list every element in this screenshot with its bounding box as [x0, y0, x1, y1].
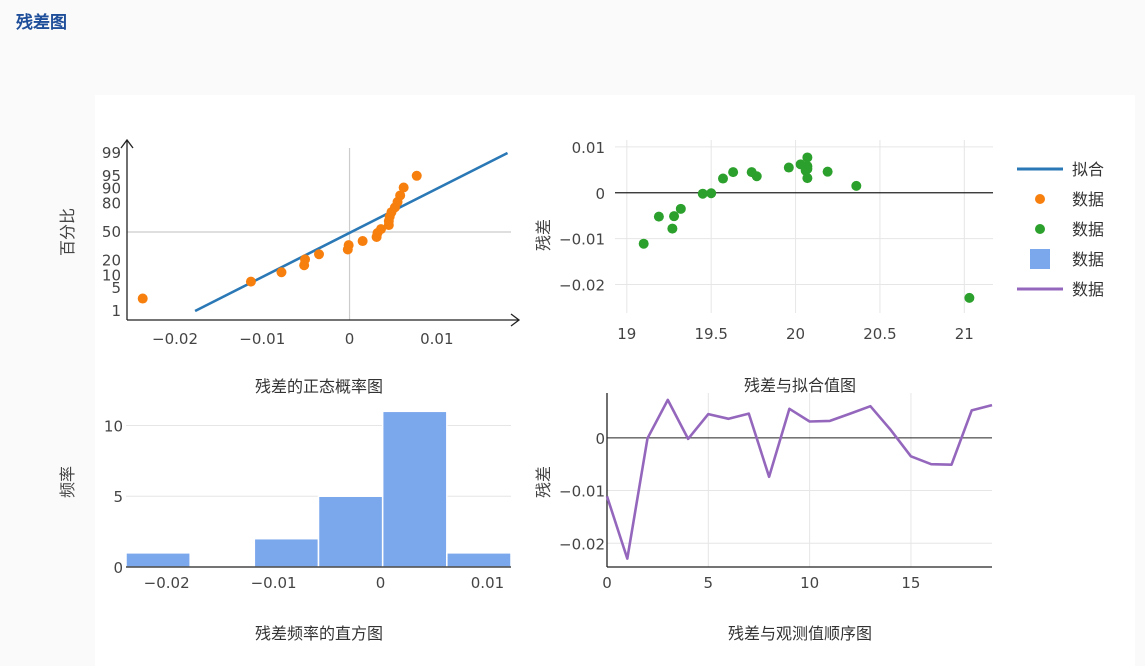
x-tick-label: 0 [345, 330, 355, 348]
y-tick-label: −0.01 [559, 483, 605, 501]
y-tick-label: 80 [102, 194, 121, 212]
data-point [822, 166, 833, 177]
y-tick-label: 0 [113, 559, 123, 577]
x-tick-label: −0.01 [251, 574, 297, 592]
x-tick-label: 19 [617, 325, 636, 343]
y-axis-arrow [120, 138, 134, 149]
y-axis-title: 频率 [58, 466, 77, 498]
data-point [697, 188, 708, 199]
data-point [343, 240, 354, 251]
data-point [245, 276, 256, 287]
histogram-bar [317, 495, 384, 568]
chart-panel-background [95, 95, 1135, 666]
x-tick-label: 5 [704, 574, 714, 592]
legend-label: 数据 [1072, 250, 1104, 269]
x-tick-label: 10 [800, 574, 819, 592]
y-tick-label: 10 [102, 267, 121, 285]
x-tick-label: 19.5 [694, 325, 727, 343]
data-point [718, 173, 728, 184]
data-point [802, 161, 813, 172]
data-point [802, 152, 813, 163]
data-point [357, 236, 368, 247]
y-tick-label: −0.02 [559, 535, 605, 553]
page-title: 残差图 [16, 13, 67, 33]
x-tick-label: 20 [786, 325, 805, 343]
data-point [706, 188, 717, 199]
chart-title: 残差的正态概率图 [255, 377, 383, 396]
legend-square-swatch [1030, 249, 1050, 269]
y-axis-title: 百分比 [58, 208, 77, 256]
x-tick-label: 0.01 [471, 574, 504, 592]
y-tick-label: 5 [113, 488, 123, 506]
x-axis-arrow [510, 313, 521, 327]
data-point [783, 162, 794, 173]
y-tick-label: 99 [102, 144, 121, 162]
data-point [667, 223, 678, 234]
y-tick-label: 10 [104, 417, 123, 435]
chart-title: 残差与拟合值图 [744, 376, 856, 395]
y-tick-label: 0.01 [572, 139, 605, 157]
data-point [653, 211, 664, 222]
histogram-bar [125, 552, 191, 568]
y-tick-label: 1 [111, 302, 121, 320]
histogram-bar [253, 537, 320, 568]
y-tick-label: 95 [102, 167, 121, 185]
data-point [137, 293, 148, 304]
legend-label: 数据 [1072, 190, 1104, 209]
y-tick-label: −0.01 [559, 231, 605, 249]
y-tick-label: −0.02 [559, 277, 605, 295]
data-point [669, 211, 680, 222]
legend-dot-swatch [1035, 224, 1045, 234]
data-point [411, 170, 422, 181]
y-tick-label: 0 [595, 430, 605, 448]
data-point [802, 173, 813, 184]
data-point [751, 171, 762, 182]
histogram-bar [446, 552, 512, 568]
x-tick-label: −0.01 [239, 330, 285, 348]
x-tick-label: 0.01 [420, 330, 453, 348]
data-point [375, 224, 386, 235]
legend-label: 拟合 [1072, 160, 1104, 179]
data-point [728, 167, 739, 178]
data-point [276, 267, 287, 278]
series-line [605, 398, 993, 560]
chart-title: 残差与观测值顺序图 [728, 624, 872, 643]
x-tick-label: 21 [955, 325, 974, 343]
x-tick-label: 0 [602, 574, 612, 592]
y-tick-label: 20 [102, 252, 121, 270]
data-point [638, 238, 649, 249]
y-tick-label: 0 [595, 185, 605, 203]
x-tick-label: 20.5 [863, 325, 896, 343]
y-axis-title: 残差 [534, 466, 553, 498]
chart-title: 残差频率的直方图 [255, 624, 383, 643]
legend-dot-swatch [1035, 194, 1045, 204]
x-tick-label: −0.02 [152, 330, 198, 348]
legend-label: 数据 [1072, 280, 1104, 299]
data-point [314, 249, 324, 260]
y-tick-label: 90 [102, 179, 121, 197]
data-point [675, 203, 686, 214]
data-point [851, 180, 862, 191]
data-point [398, 182, 409, 193]
y-tick-label: 5 [111, 279, 121, 297]
legend-label: 数据 [1072, 220, 1104, 239]
x-tick-label: 15 [901, 574, 920, 592]
histogram-bar [381, 410, 448, 568]
y-tick-label: 50 [102, 223, 121, 241]
x-tick-label: 0 [376, 574, 386, 592]
x-tick-label: −0.02 [144, 574, 190, 592]
y-axis-title: 残差 [534, 219, 553, 251]
data-point [300, 254, 311, 265]
data-point [395, 190, 406, 201]
data-point [964, 292, 975, 303]
